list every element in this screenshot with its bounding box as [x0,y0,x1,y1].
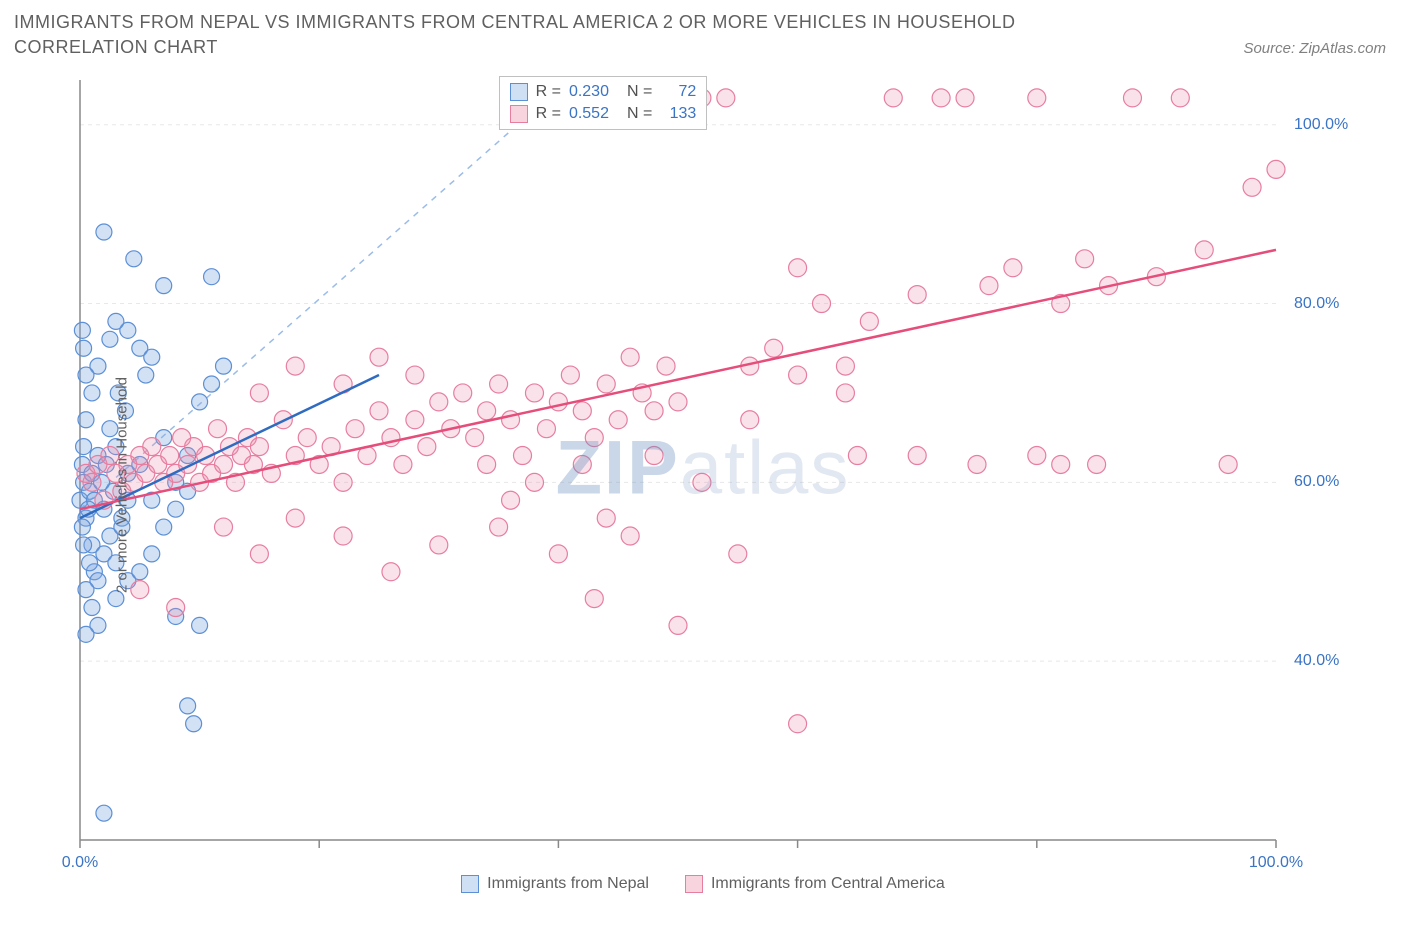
y-tick-label: 80.0% [1294,295,1339,313]
n-label: N = [627,105,652,123]
scatter-plot [0,70,1406,900]
x-tick-label: 0.0% [62,854,98,872]
stats-legend-box: R = 0.230 N = 72 R = 0.552 N = 133 [499,76,708,130]
bottom-legend: Immigrants from Nepal Immigrants from Cen… [0,875,1406,898]
legend-label: Immigrants from Nepal [487,875,649,893]
n-value: 133 [660,105,696,123]
legend-swatch [461,875,479,893]
y-tick-label: 60.0% [1294,473,1339,491]
y-tick-label: 100.0% [1294,116,1348,134]
r-label: R = [536,105,561,123]
y-tick-label: 40.0% [1294,652,1339,670]
n-value: 72 [660,83,696,101]
stats-row: R = 0.230 N = 72 [510,81,697,103]
legend-label: Immigrants from Central America [711,875,945,893]
n-label: N = [627,83,652,101]
series-swatch [510,83,528,101]
y-axis-label: 2 or more Vehicles in Household [113,377,130,593]
r-value: 0.552 [569,105,619,123]
chart-area: 2 or more Vehicles in Household ZIPatlas… [0,70,1406,900]
source-label: Source: ZipAtlas.com [1243,40,1386,57]
legend-item: Immigrants from Central America [685,875,945,893]
stats-row: R = 0.552 N = 133 [510,103,697,125]
x-tick-label: 100.0% [1249,854,1303,872]
legend-item: Immigrants from Nepal [461,875,649,893]
r-label: R = [536,83,561,101]
legend-swatch [685,875,703,893]
series-swatch [510,105,528,123]
r-value: 0.230 [569,83,619,101]
chart-title: IMMIGRANTS FROM NEPAL VS IMMIGRANTS FROM… [14,10,1114,60]
